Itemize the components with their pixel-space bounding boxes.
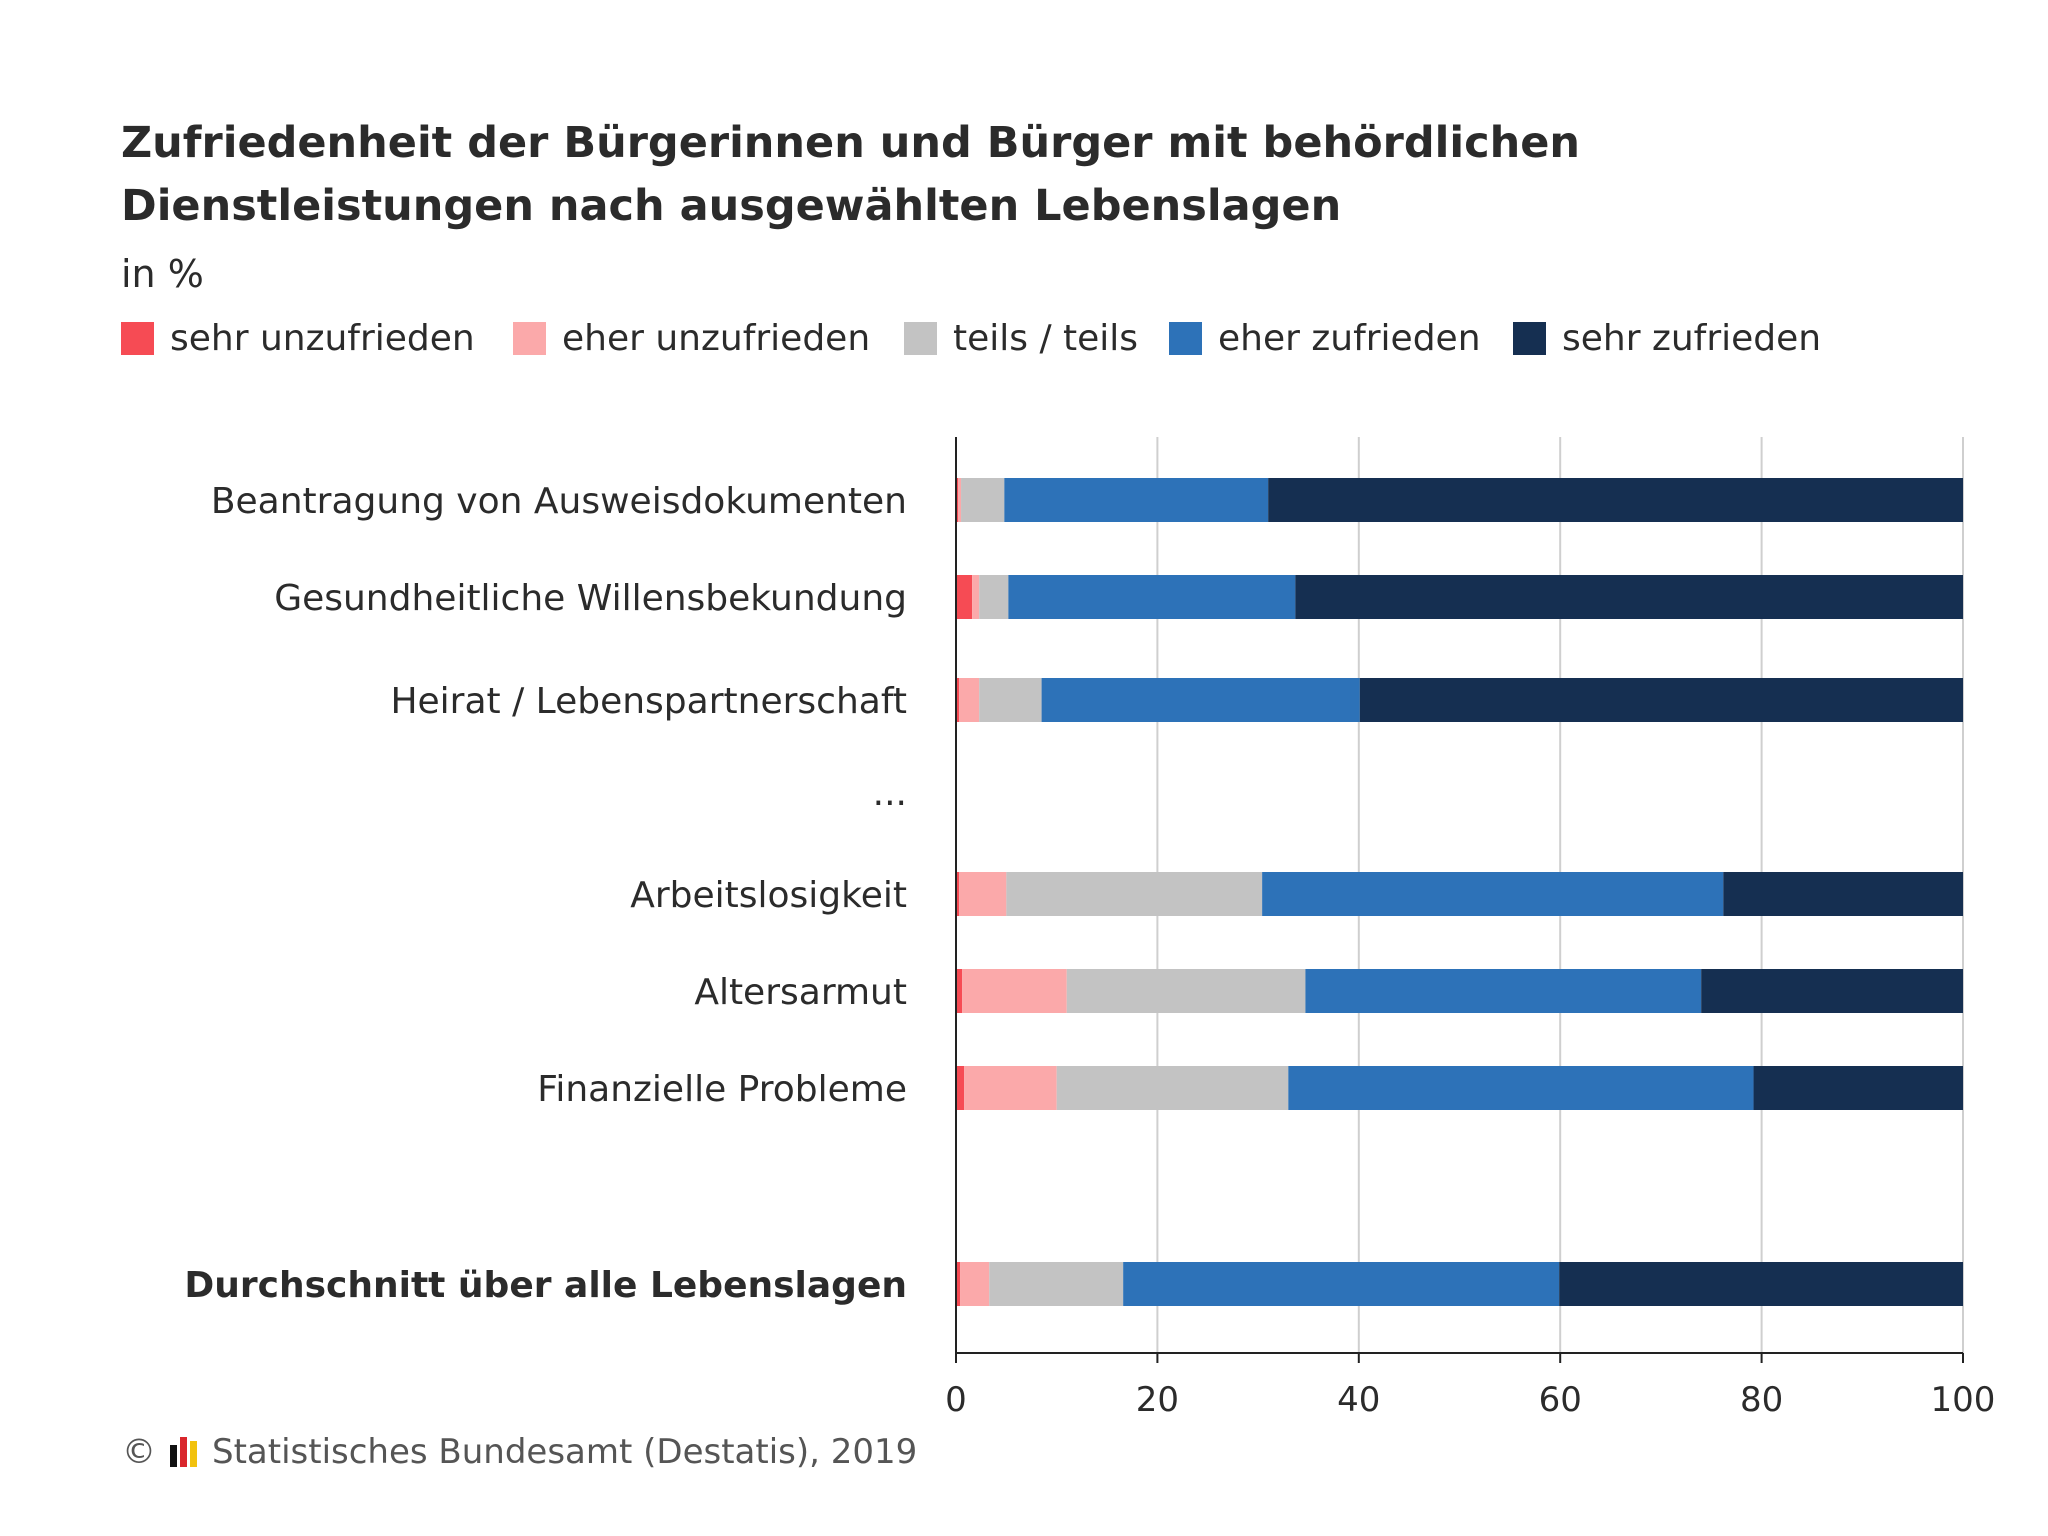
bar-segment bbox=[1559, 1262, 1963, 1306]
destatis-logo-icon bbox=[170, 1437, 200, 1467]
category-label: Durchschnitt über alle Lebenslagen bbox=[184, 1265, 907, 1306]
category-label: Arbeitslosigkeit bbox=[630, 875, 907, 916]
bar-segment bbox=[959, 678, 980, 722]
category-label: Heirat / Lebenspartnerschaft bbox=[390, 681, 907, 722]
bar-segment bbox=[972, 575, 980, 619]
bar-segment bbox=[958, 478, 962, 522]
legend-swatch bbox=[513, 322, 546, 355]
bar-segment bbox=[964, 1066, 1057, 1110]
bar-segment bbox=[956, 478, 959, 522]
legend-item-eher-zufrieden: eher zufrieden bbox=[1169, 318, 1481, 359]
legend-item-eher-unzufrieden: eher unzufrieden bbox=[513, 318, 870, 359]
bar-segment bbox=[979, 575, 1009, 619]
bar-segment bbox=[1295, 575, 1963, 619]
bar-segment bbox=[1723, 872, 1963, 916]
bar-segment bbox=[1305, 969, 1702, 1013]
bar-segment bbox=[961, 478, 1005, 522]
x-tick-label: 0 bbox=[945, 1380, 967, 1420]
category-label: Finanzielle Probleme bbox=[537, 1069, 907, 1110]
bar-segment bbox=[1753, 1066, 1963, 1110]
bar-segment bbox=[1008, 575, 1296, 619]
bar-segment bbox=[959, 872, 1007, 916]
bar-segment bbox=[956, 678, 960, 722]
copyright-symbol: © bbox=[122, 1432, 156, 1472]
bar-segment bbox=[1288, 1066, 1754, 1110]
bar-segment bbox=[960, 1262, 990, 1306]
bar-segment bbox=[1004, 478, 1269, 522]
legend-swatch bbox=[904, 322, 937, 355]
legend-item-teils-teils: teils / teils bbox=[904, 318, 1138, 359]
bar-segment bbox=[956, 1066, 965, 1110]
source-text: Statistisches Bundesamt (Destatis), 2019 bbox=[212, 1432, 918, 1472]
legend-label: sehr unzufrieden bbox=[170, 318, 475, 359]
legend-item-sehr-zufrieden: sehr zufrieden bbox=[1513, 318, 1821, 359]
legend-swatch bbox=[1169, 322, 1202, 355]
bar-segment bbox=[956, 1262, 961, 1306]
legend-label: sehr zufrieden bbox=[1562, 318, 1822, 359]
bar-segment bbox=[956, 969, 963, 1013]
legend-swatch bbox=[1513, 322, 1546, 355]
bar-segment bbox=[1262, 872, 1724, 916]
bar-segment bbox=[1066, 969, 1306, 1013]
bar-segment bbox=[1006, 872, 1263, 916]
unit-label: in % bbox=[121, 252, 204, 296]
category-label: Gesundheitliche Willensbekundung bbox=[274, 578, 907, 619]
x-tick-label: 40 bbox=[1337, 1380, 1380, 1420]
category-label: Beantragung von Ausweisdokumenten bbox=[211, 481, 907, 522]
legend-swatch bbox=[121, 322, 154, 355]
bar-segment bbox=[989, 1262, 1124, 1306]
x-tick-label: 60 bbox=[1539, 1380, 1582, 1420]
bar-segment bbox=[1268, 478, 1963, 522]
bar-segment bbox=[1123, 1262, 1560, 1306]
legend-label: teils / teils bbox=[953, 318, 1139, 359]
bar-segment bbox=[1056, 1066, 1289, 1110]
bar-segment bbox=[956, 872, 960, 916]
bar-segment bbox=[962, 969, 1067, 1013]
x-tick-label: 100 bbox=[1931, 1380, 1996, 1420]
source-footer: © Statistisches Bundesamt (Destatis), 20… bbox=[122, 1432, 917, 1472]
chart-title: Zufriedenheit der Bürgerinnen und Bürger… bbox=[121, 118, 1580, 231]
bar-segment bbox=[1701, 969, 1963, 1013]
legend: sehr unzufrieden eher unzufrieden teils … bbox=[121, 318, 2021, 362]
x-tick-label: 80 bbox=[1740, 1380, 1783, 1420]
legend-item-sehr-unzufrieden: sehr unzufrieden bbox=[121, 318, 475, 359]
bar-segment bbox=[979, 678, 1042, 722]
x-tick-label: 20 bbox=[1136, 1380, 1179, 1420]
category-label: Altersarmut bbox=[694, 972, 907, 1013]
bar-segment bbox=[1359, 678, 1963, 722]
gap-ellipsis-label: ... bbox=[873, 773, 907, 814]
bar-segment bbox=[956, 575, 973, 619]
legend-label: eher zufrieden bbox=[1218, 318, 1481, 359]
legend-label: eher unzufrieden bbox=[562, 318, 871, 359]
bar-segment bbox=[1041, 678, 1360, 722]
